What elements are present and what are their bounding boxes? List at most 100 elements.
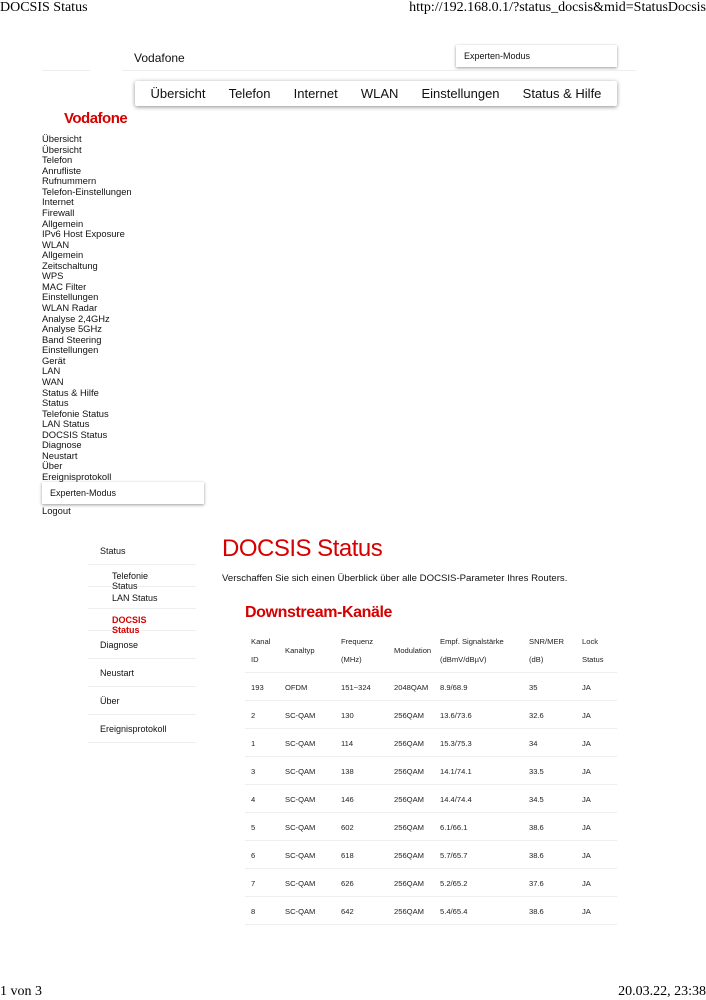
table-cell: 5.4/65.4 bbox=[440, 907, 468, 916]
table-cell: 38.6 bbox=[529, 851, 544, 860]
table-cell: 1 bbox=[251, 739, 256, 748]
left-menu-item[interactable]: Telefonie Status bbox=[42, 407, 109, 419]
table-row: 5 SC-QAM 602 256QAM 6.1/66.1 38.6 JA bbox=[245, 813, 617, 841]
tab-5[interactable]: Status & Hilfe bbox=[522, 86, 602, 101]
column-header: (dB) bbox=[529, 655, 544, 664]
column-header: ID bbox=[251, 655, 259, 664]
left-menu-item[interactable]: Band Steering bbox=[42, 333, 102, 345]
left-menu-item[interactable]: MAC Filter bbox=[42, 280, 87, 292]
table-cell: 6.1/66.1 bbox=[440, 823, 468, 832]
table-cell: 256QAM bbox=[394, 711, 424, 720]
table-cell: 5 bbox=[251, 823, 256, 832]
table-cell: JA bbox=[582, 739, 591, 748]
left-menu-item[interactable]: Rufnummern bbox=[42, 175, 97, 187]
left-menu-item[interactable]: Analyse 2,4GHz bbox=[42, 312, 110, 324]
page-title: DOCSIS Status bbox=[222, 535, 383, 562]
left-menu-item[interactable]: WLAN bbox=[42, 238, 70, 250]
tab-1[interactable]: Telefon bbox=[228, 86, 271, 101]
left-menu-item[interactable]: Ereignisprotokoll bbox=[42, 471, 112, 482]
table-cell: SC-QAM bbox=[285, 851, 316, 860]
table-cell: 151~324 bbox=[341, 683, 371, 692]
left-menu-item[interactable]: IPv6 Host Exposure bbox=[42, 228, 125, 240]
expert-mode-button[interactable]: Experten-Modus bbox=[456, 45, 617, 67]
sidebar-item-ueber[interactable]: Über bbox=[88, 687, 196, 715]
left-menu-item[interactable]: Zeitschaltung bbox=[42, 259, 98, 271]
left-menu-item[interactable]: Diagnose bbox=[42, 439, 82, 451]
sidebar-item-lan-status[interactable]: LAN Status bbox=[88, 587, 196, 609]
print-datetime: 20.03.22, 23:38 bbox=[618, 984, 706, 999]
table-row: 193 OFDM 151~324 2048QAM 8.9/68.9 35 JA bbox=[245, 673, 617, 701]
left-menu-item[interactable]: Status & Hilfe bbox=[42, 386, 99, 398]
left-menu-item[interactable]: Übersicht bbox=[42, 133, 82, 144]
column-header: Status bbox=[582, 655, 604, 664]
divider bbox=[122, 70, 636, 71]
sidebar: Status Telefonie Status LAN Status DOCSI… bbox=[88, 537, 196, 743]
print-page: 1 von 3 bbox=[0, 984, 42, 999]
sidebar-item-docsis-status[interactable]: DOCSIS Status bbox=[88, 609, 196, 635]
section-title: Downstream-Kanäle bbox=[245, 604, 393, 621]
sidebar-item-neustart[interactable]: Neustart bbox=[88, 659, 196, 687]
left-menu-item[interactable]: Internet bbox=[42, 196, 74, 208]
left-menu-item[interactable]: Gerät bbox=[42, 354, 66, 366]
tab-2[interactable]: Internet bbox=[293, 86, 338, 101]
table-cell: 626 bbox=[341, 879, 354, 888]
tab-3[interactable]: WLAN bbox=[360, 86, 399, 101]
logout-link[interactable]: Logout bbox=[42, 505, 71, 516]
left-menu-item[interactable]: WAN bbox=[42, 375, 64, 387]
left-menu-item[interactable]: Allgemein bbox=[42, 217, 84, 229]
left-menu-item[interactable]: Über bbox=[42, 460, 63, 472]
table-cell: 130 bbox=[341, 711, 354, 720]
left-menu-item[interactable]: DOCSIS Status bbox=[42, 428, 108, 440]
left-menu-item[interactable]: WLAN Radar bbox=[42, 302, 98, 313]
left-menu-item[interactable]: Allgemein bbox=[42, 249, 84, 261]
page-description: Verschaffen Sie sich einen Überblick übe… bbox=[222, 573, 568, 584]
table-cell: JA bbox=[582, 683, 591, 692]
sidebar-item-ereignisprotokoll[interactable]: Ereignisprotokoll bbox=[88, 715, 196, 743]
left-menu-item[interactable]: LAN Status bbox=[42, 418, 90, 430]
table-row: 1 SC-QAM 114 256QAM 15.3/75.3 34 JA bbox=[245, 729, 617, 757]
left-menu-item[interactable]: Übersicht bbox=[42, 143, 82, 155]
table-cell: 37.6 bbox=[529, 879, 544, 888]
table-cell: 33.5 bbox=[529, 767, 544, 776]
left-menu-item[interactable]: Neustart bbox=[42, 449, 78, 461]
column-header: Modulation bbox=[394, 646, 432, 655]
left-menu-item[interactable]: Analyse 5GHz bbox=[42, 323, 102, 335]
left-menu-item[interactable]: Telefon bbox=[42, 154, 73, 166]
column-header: Kanaltyp bbox=[285, 646, 315, 655]
left-menu-item[interactable]: Anrufliste bbox=[42, 164, 82, 176]
column-header: SNR/MER bbox=[529, 637, 565, 646]
left-menu-item[interactable]: LAN bbox=[42, 365, 61, 377]
table-cell: 642 bbox=[341, 907, 354, 916]
table-cell: 34.5 bbox=[529, 795, 544, 804]
table-cell: SC-QAM bbox=[285, 879, 316, 888]
table-cell: 34 bbox=[529, 739, 538, 748]
sidebar-item-telefonie-status[interactable]: Telefonie Status bbox=[88, 565, 196, 591]
left-menu-item[interactable]: Telefon-Einstellungen bbox=[42, 185, 132, 197]
left-menu-item[interactable]: Firewall bbox=[42, 206, 75, 218]
table-cell: 618 bbox=[341, 851, 354, 860]
table-cell: SC-QAM bbox=[285, 711, 316, 720]
table-cell: 7 bbox=[251, 879, 256, 888]
table-cell: 256QAM bbox=[394, 767, 424, 776]
sidebar-item-diagnose[interactable]: Diagnose bbox=[88, 631, 196, 659]
sidebar-item-status[interactable]: Status bbox=[88, 537, 196, 565]
column-header: (MHz) bbox=[341, 655, 362, 664]
table-cell: 6 bbox=[251, 851, 256, 860]
table-cell: 256QAM bbox=[394, 907, 424, 916]
table-cell: 256QAM bbox=[394, 823, 424, 832]
table-cell: 256QAM bbox=[394, 851, 424, 860]
left-menu-item[interactable]: WPS bbox=[42, 270, 64, 282]
left-menu-item[interactable]: Einstellungen bbox=[42, 344, 99, 356]
table-cell: 602 bbox=[341, 823, 354, 832]
left-menu-item[interactable]: Status bbox=[42, 397, 69, 409]
tab-0[interactable]: Übersicht bbox=[150, 86, 206, 101]
header-brand: Vodafone bbox=[134, 51, 185, 65]
expert-mode-button-left[interactable]: Experten-Modus bbox=[42, 482, 204, 504]
table-cell: 38.6 bbox=[529, 823, 544, 832]
left-menu-item[interactable]: Einstellungen bbox=[42, 291, 99, 303]
tab-4[interactable]: Einstellungen bbox=[421, 86, 500, 101]
table-cell: 3 bbox=[251, 767, 256, 776]
table-cell: 4 bbox=[251, 795, 256, 804]
table-cell: SC-QAM bbox=[285, 907, 316, 916]
table-cell: 14.4/74.4 bbox=[440, 795, 472, 804]
